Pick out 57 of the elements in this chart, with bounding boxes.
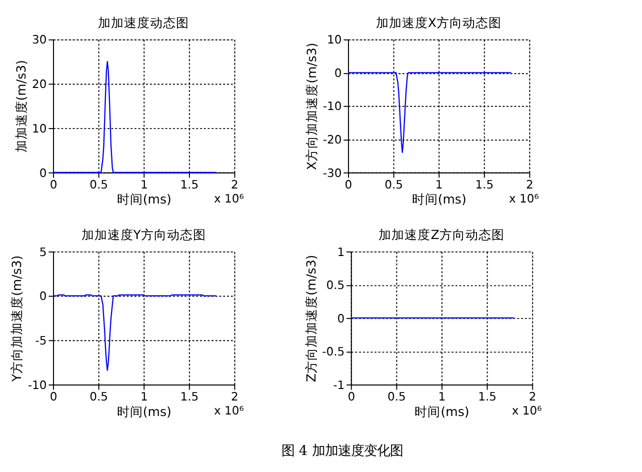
- x-axis-title: 时间(ms): [116, 404, 172, 419]
- y-tick-label: -10: [28, 378, 47, 392]
- x-tick-label: 1.5: [475, 177, 494, 192]
- x-tick-label: 0.5: [90, 177, 108, 192]
- y-tick-label: -0.5: [322, 344, 345, 359]
- x-tick-label: 1: [140, 389, 148, 404]
- chart-title: 加加速度Y方向动态图: [81, 226, 206, 242]
- chart-title: 加加速度Z方向动态图: [378, 226, 504, 242]
- y-tick-label: 20: [32, 77, 47, 92]
- y-tick-label: 0: [334, 66, 342, 80]
- caption: 图 4 加加速度变化图: [282, 442, 403, 459]
- y-tick-label: 1: [337, 244, 345, 259]
- y-tick-label: 30: [32, 32, 47, 47]
- x-tick-label: 0: [50, 177, 58, 192]
- x-tick-label: 1.5: [180, 389, 199, 404]
- x-tick-label: 2: [526, 177, 534, 192]
- text: x 10⁶: [214, 403, 244, 418]
- x-tick-label: 0: [50, 389, 58, 404]
- x-tick-label: 1: [140, 177, 148, 192]
- line-series: [52, 60, 217, 173]
- x-tick-label: 1: [438, 389, 446, 404]
- y-tick-label: 0: [39, 166, 47, 180]
- x-axis-title: 时间(ms): [116, 192, 172, 207]
- x-axis-title: 时间(ms): [414, 404, 470, 419]
- x-tick-label: 0: [348, 389, 356, 404]
- y-tick-label: 5: [39, 244, 47, 259]
- x-tick-label: 2: [231, 177, 238, 192]
- x-tick-label: 1.5: [478, 389, 496, 404]
- y-tick-label: 0: [337, 311, 345, 326]
- y-tick-label: 0.5: [326, 278, 345, 292]
- text: x 10⁶: [509, 191, 540, 206]
- y-tick-label: 10: [327, 32, 342, 47]
- x-axis-title: 时间(ms): [412, 192, 466, 207]
- chart-title: 加加速度动态图: [98, 14, 190, 30]
- line-series: [347, 72, 512, 154]
- x-tick-label: 0.5: [90, 389, 108, 404]
- y-axis-title: Z方向加加速度(m/s3): [303, 254, 318, 382]
- text: x 10⁶: [214, 191, 244, 206]
- x-tick-label: 1: [435, 177, 443, 192]
- y-axis-title: Y方向加加速度(m/s3): [9, 255, 24, 383]
- y-tick-label: -5: [35, 333, 47, 348]
- x-tick-label: 1.5: [180, 177, 199, 192]
- y-axis-title: 加加速度(m/s3): [13, 60, 28, 153]
- x-tick-label: 0.5: [384, 177, 403, 192]
- chart-title: 加加速度X方向动态图: [376, 14, 502, 30]
- x-tick-label: 0.5: [387, 389, 406, 404]
- line-series: [52, 294, 217, 371]
- x-tick-label: 2: [528, 389, 536, 404]
- y-axis-title: X方向加加速度(m/s3): [304, 42, 320, 170]
- text: x 10⁶: [512, 403, 542, 418]
- y-tick-label: -1: [333, 378, 345, 392]
- y-tick-label: -30: [322, 166, 342, 180]
- y-tick-label: 0: [39, 289, 47, 304]
- y-tick-label: 10: [32, 121, 47, 136]
- x-tick-label: 2: [231, 389, 238, 404]
- y-tick-label: -10: [322, 99, 342, 114]
- y-tick-label: -20: [322, 132, 342, 146]
